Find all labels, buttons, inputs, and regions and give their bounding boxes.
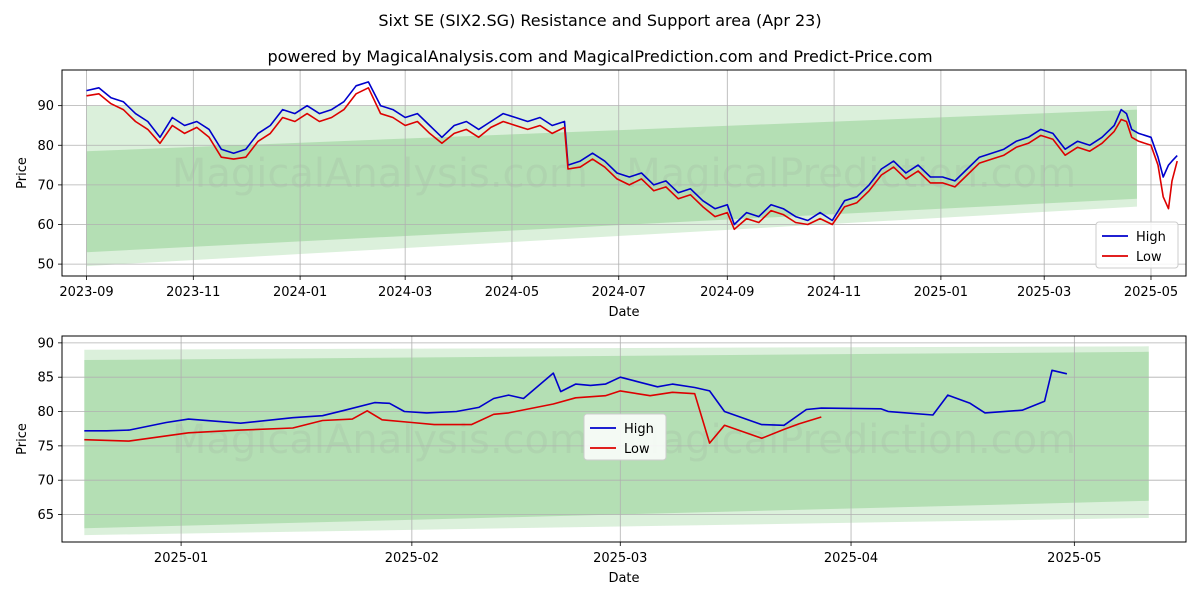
x-tick-label: 2025-05 xyxy=(1047,551,1101,566)
y-tick-label: 70 xyxy=(37,178,54,193)
chart-subtitle: powered by MagicalAnalysis.com and Magic… xyxy=(267,47,932,66)
y-tick-label: 90 xyxy=(37,336,54,351)
legend-label-low: Low xyxy=(624,442,650,457)
x-tick-label: 2024-01 xyxy=(273,285,327,300)
x-tick-label: 2025-01 xyxy=(914,285,968,300)
x-tick-label: 2025-03 xyxy=(593,551,647,566)
y-tick-label: 60 xyxy=(37,218,54,233)
x-tick-label: 2025-03 xyxy=(1017,285,1071,300)
x-axis-label: Date xyxy=(608,305,639,320)
legend-label-low: Low xyxy=(1136,250,1162,265)
top-panel: MagicalAnalysis.com MagicalPrediction.co… xyxy=(15,69,1187,320)
x-tick-label: 2025-04 xyxy=(824,551,878,566)
x-axis-label: Date xyxy=(608,571,639,586)
legend: High Low xyxy=(583,413,667,461)
x-tick-label: 2024-07 xyxy=(592,285,646,300)
series-line-high xyxy=(84,369,1068,432)
x-tick-label: 2024-03 xyxy=(378,285,432,300)
x-tick-label: 2024-09 xyxy=(700,285,754,300)
bottom-panel: MagicalAnalysis.com MagicalPrediction.co… xyxy=(15,335,1187,586)
x-tick-label: 2025-05 xyxy=(1124,285,1178,300)
y-tick-label: 90 xyxy=(37,99,54,114)
series-line-low xyxy=(86,87,1178,231)
chart-title: Sixt SE (SIX2.SG) Resistance and Support… xyxy=(378,11,821,30)
legend-label-high: High xyxy=(624,422,654,437)
y-tick-label: 70 xyxy=(37,474,54,489)
x-tick-label: 2023-09 xyxy=(59,285,113,300)
y-tick-label: 80 xyxy=(37,405,54,420)
x-tick-label: 2024-11 xyxy=(807,285,861,300)
legend-label-high: High xyxy=(1136,230,1166,245)
band-outer xyxy=(86,105,1137,267)
y-tick-label: 80 xyxy=(37,139,54,154)
series-line-low xyxy=(84,390,822,444)
axes-frame xyxy=(61,335,1187,543)
y-axis-label: Price xyxy=(15,157,30,189)
y-tick-label: 85 xyxy=(37,371,54,386)
x-tick-label: 2025-01 xyxy=(154,551,208,566)
x-tick-label: 2025-02 xyxy=(385,551,439,566)
watermark: MagicalAnalysis.com MagicalPrediction.co… xyxy=(172,151,1076,197)
y-axis-label: Price xyxy=(15,423,30,455)
axes-frame xyxy=(61,69,1187,277)
series-line-high xyxy=(86,81,1178,226)
x-tick-label: 2024-05 xyxy=(485,285,539,300)
x-tick-label: 2023-11 xyxy=(166,285,220,300)
legend: High Low xyxy=(1095,221,1179,269)
y-tick-label: 75 xyxy=(37,439,54,454)
y-tick-label: 65 xyxy=(37,508,54,523)
y-tick-label: 50 xyxy=(37,258,54,273)
